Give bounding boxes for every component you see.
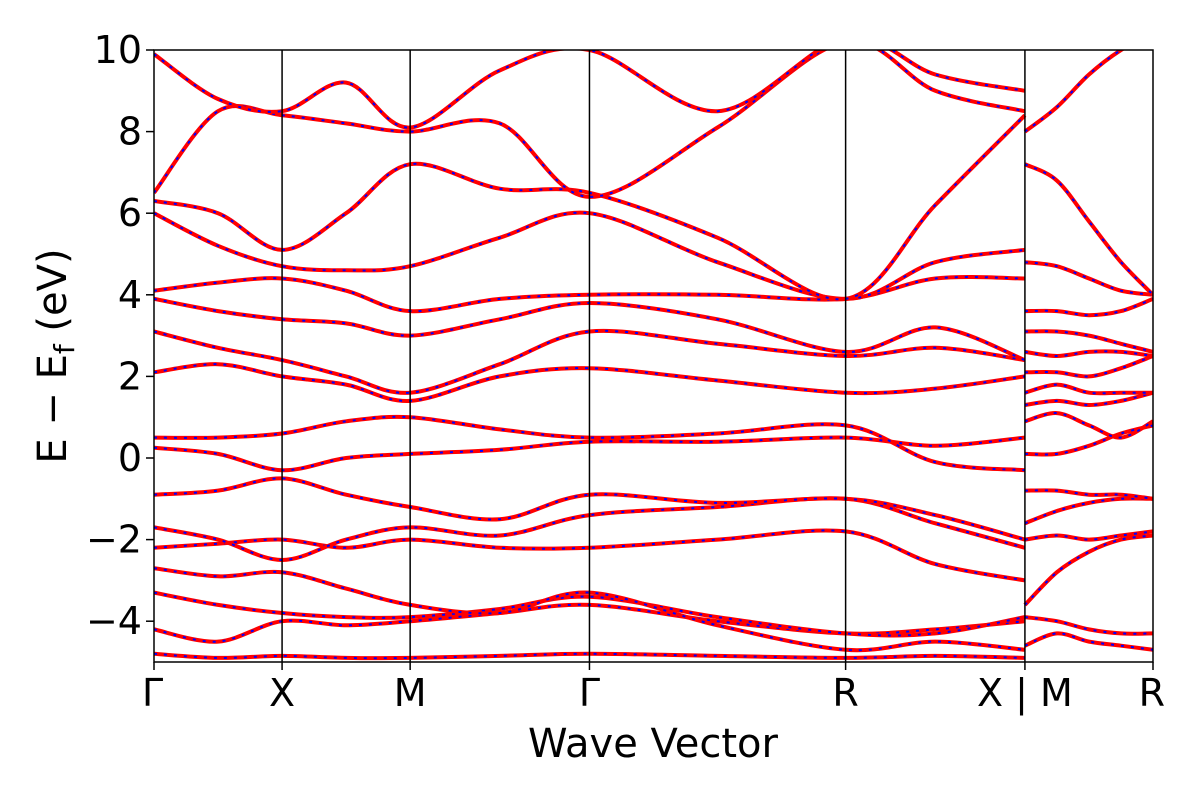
x-tick-label-5: X | M bbox=[977, 671, 1073, 716]
band-line-overlay-21 bbox=[1024, 497, 1153, 525]
band-line-overlay-14 bbox=[154, 114, 1026, 301]
y-axis: 10 8 6 4 2 0 −2 −4 bbox=[86, 28, 154, 643]
band-line-28 bbox=[1024, 349, 1153, 358]
y-tick-label-4: 2 bbox=[118, 354, 142, 398]
band-line-overlay-18 bbox=[1024, 616, 1153, 635]
band-line-overlay-26 bbox=[1024, 383, 1153, 395]
y-tick-label-0: 10 bbox=[94, 28, 142, 72]
y-tick-label-6: −2 bbox=[86, 518, 142, 562]
y-tick-label-2: 6 bbox=[118, 191, 142, 235]
band-line-21 bbox=[1024, 496, 1153, 526]
y-axis-title: E − Ef (eV) bbox=[30, 248, 81, 463]
y-tick-label-3: 4 bbox=[118, 273, 142, 317]
band-line-33 bbox=[1023, 50, 1125, 134]
band-line-overlay-28 bbox=[1024, 350, 1153, 358]
band-line-22 bbox=[1024, 488, 1153, 501]
band-line-overlay-30 bbox=[1024, 297, 1153, 317]
bands-layer bbox=[154, 50, 1153, 661]
band-line-overlay-9 bbox=[154, 363, 1026, 402]
band-line-16 bbox=[154, 50, 1026, 130]
band-line-overlay-10 bbox=[154, 329, 1026, 394]
band-line-overlay-6 bbox=[154, 477, 1026, 541]
band-line-overlay-23 bbox=[1024, 424, 1153, 456]
band-line-overlay-22 bbox=[1024, 489, 1153, 500]
band-line-overlay-0 bbox=[154, 652, 1025, 660]
band-line-overlay-19 bbox=[1024, 534, 1153, 606]
x-axis: Γ X M Γ R X | M R bbox=[142, 662, 1165, 716]
band-line-overlay-20 bbox=[1024, 530, 1153, 541]
band-line-32 bbox=[1023, 162, 1153, 297]
kpoint-dividers bbox=[281, 50, 1026, 662]
y-axis-title-main: E − E bbox=[30, 354, 76, 464]
band-line-overlay-5 bbox=[154, 497, 1026, 562]
band-line-27 bbox=[1024, 354, 1153, 379]
band-line-29 bbox=[1024, 329, 1153, 354]
y-tick-label-7: −4 bbox=[86, 599, 142, 643]
x-axis-title: Wave Vector bbox=[528, 721, 779, 767]
y-tick-label-5: 0 bbox=[118, 436, 142, 480]
band-line-overlay-13 bbox=[154, 211, 1026, 300]
band-line-7 bbox=[154, 435, 1026, 473]
band-line-overlay-29 bbox=[1024, 330, 1153, 353]
band-line-overlay-24 bbox=[1024, 412, 1153, 439]
band-line-19 bbox=[1023, 533, 1153, 607]
band-line-overlay-3 bbox=[154, 567, 1025, 652]
band-line-overlay-11 bbox=[154, 297, 1026, 362]
band-line-overlay-4 bbox=[154, 529, 1026, 582]
band-line-overlay-25 bbox=[1024, 391, 1153, 407]
band-line-overlay-8 bbox=[154, 415, 1025, 472]
x-tick-label-3: Γ bbox=[579, 671, 600, 715]
band-line-24 bbox=[1024, 411, 1153, 440]
y-axis-title-subscript: f bbox=[48, 343, 81, 354]
band-line-overlay-17 bbox=[1024, 632, 1153, 651]
band-line-overlay-12 bbox=[154, 276, 1025, 313]
band-line-18 bbox=[1024, 615, 1153, 636]
band-line-overlay-27 bbox=[1024, 355, 1153, 378]
x-tick-label-4: R bbox=[832, 671, 858, 715]
y-axis-title-unit: (eV) bbox=[30, 248, 76, 344]
band-line-overlay-2 bbox=[154, 591, 1026, 637]
x-tick-label-6: R bbox=[1139, 671, 1165, 715]
x-tick-label-2: M bbox=[394, 671, 427, 715]
plot-frame bbox=[153, 49, 1154, 663]
x-tick-label-0: Γ bbox=[142, 671, 163, 715]
band-line-overlay-31 bbox=[1024, 261, 1153, 296]
x-tick-label-1: X bbox=[269, 671, 295, 715]
y-tick-label-1: 8 bbox=[118, 110, 142, 154]
